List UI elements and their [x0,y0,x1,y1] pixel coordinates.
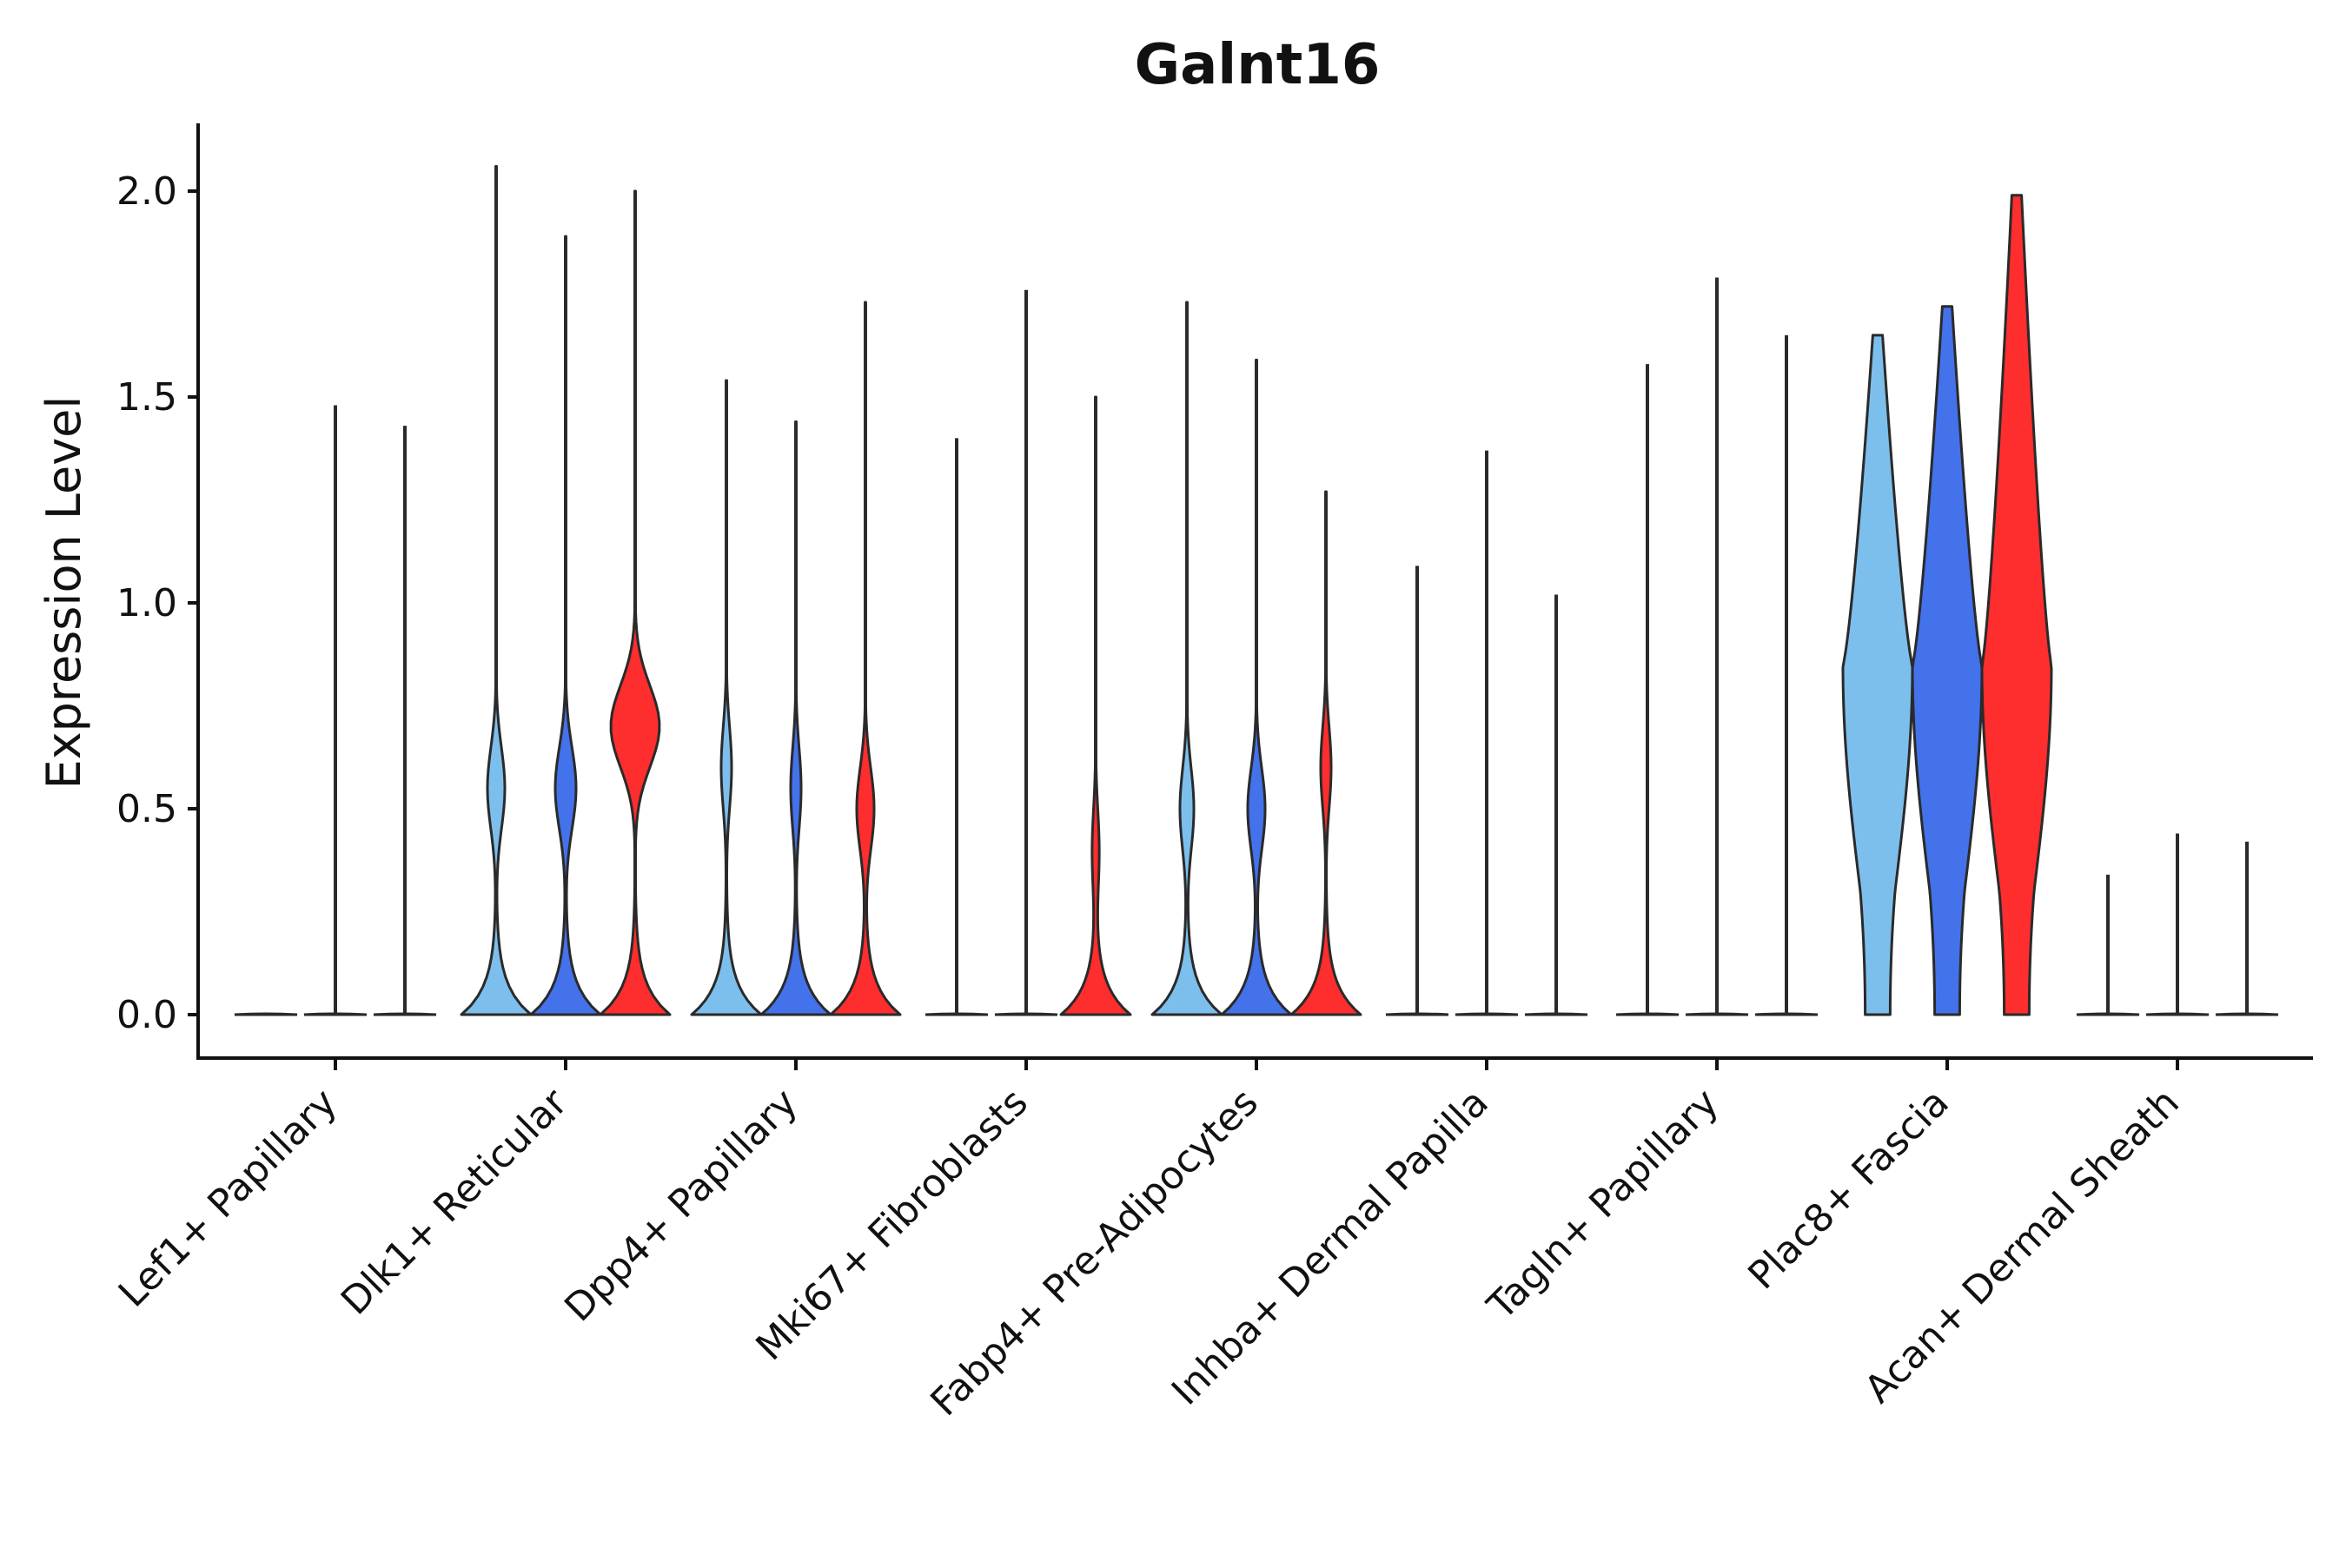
violin-group [460,165,672,1016]
violin-base [234,1012,298,1016]
violin-group [234,405,437,1016]
violin [1220,358,1293,1016]
violin-group [1841,194,2053,1016]
violin [1150,301,1223,1016]
chart-title: Galnt16 [1135,33,1381,97]
violin-group [1385,450,1588,1016]
violin [759,420,832,1016]
y-tick-label: 0.5 [116,787,177,831]
violin [460,165,533,1016]
violin [1980,194,2053,1016]
y-tick-label: 1.5 [116,375,177,420]
violin [829,301,902,1016]
y-tick-label: 1.0 [116,581,177,625]
y-tick-label: 0.0 [116,993,177,1037]
violin [1059,395,1132,1016]
violin [599,189,672,1016]
y-tick-label: 2.0 [116,169,177,214]
violin [1911,305,1984,1016]
violin-group [1615,277,1819,1016]
violin [529,235,602,1016]
y-axis-label: Expression Level [36,396,91,790]
violin [1841,334,1914,1016]
x-category-label: Lef1+ Papillary [110,1081,346,1316]
violin [1289,490,1362,1016]
violin-group [2076,833,2279,1016]
x-category-label: Plac8+ Fascia [1740,1081,1958,1299]
violin [690,379,763,1016]
x-category-label: Tagln+ Papillary [1479,1081,1727,1329]
violin-group [924,289,1132,1016]
violin-group [1150,301,1362,1016]
x-category-label: Dpp4+ Papillary [556,1081,806,1331]
violin-group [690,301,902,1016]
plot-area [234,165,2279,1016]
x-category-label: Dlk1+ Reticular [333,1080,577,1324]
